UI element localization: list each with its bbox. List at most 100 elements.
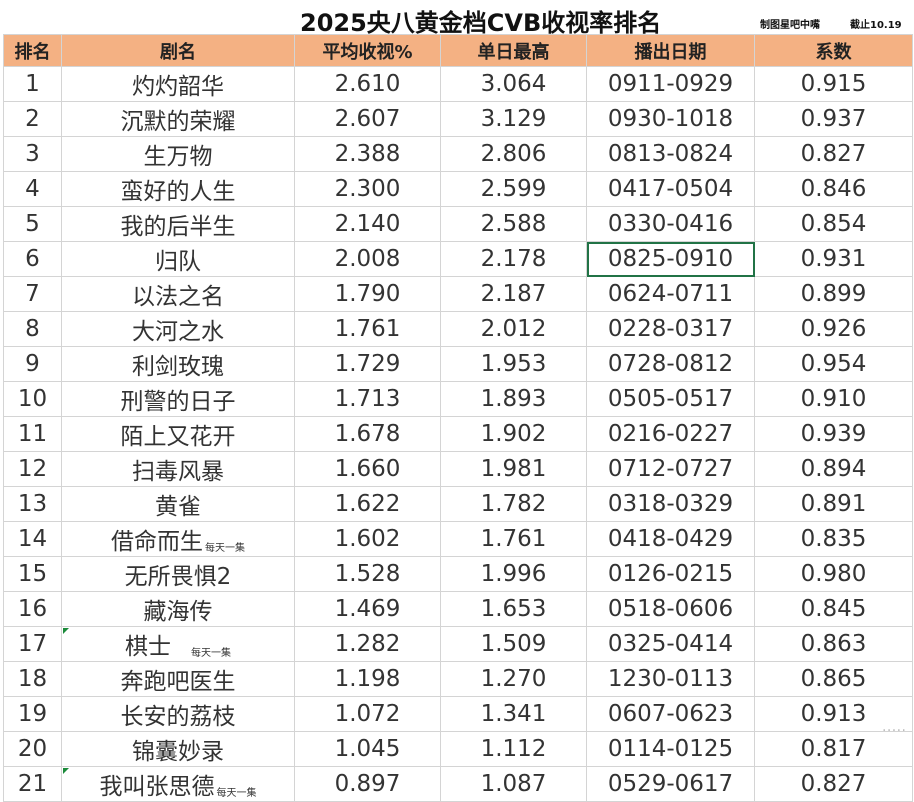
- avg-cell[interactable]: 1.469: [294, 591, 441, 627]
- comment-marker-icon[interactable]: [63, 768, 69, 774]
- avg-cell[interactable]: 1.282: [294, 626, 441, 662]
- rank-cell[interactable]: 1: [3, 66, 62, 102]
- dates-cell[interactable]: 0330-0416: [586, 206, 755, 242]
- name-cell[interactable]: 棋士 每天一集: [61, 626, 295, 662]
- header-rank[interactable]: 排名: [3, 34, 62, 67]
- name-cell[interactable]: 沉默的荣耀: [61, 101, 295, 137]
- avg-cell[interactable]: 1.528: [294, 556, 441, 592]
- name-cell[interactable]: 利剑玫瑰: [61, 346, 295, 382]
- avg-cell[interactable]: 1.761: [294, 311, 441, 347]
- name-cell[interactable]: 陌上又花开: [61, 416, 295, 452]
- name-cell[interactable]: 生万物: [61, 136, 295, 172]
- avg-cell[interactable]: 2.388: [294, 136, 441, 172]
- coef-cell[interactable]: 0.926: [754, 311, 913, 347]
- coef-cell[interactable]: 0.915: [754, 66, 913, 102]
- rank-cell[interactable]: 9: [3, 346, 62, 382]
- avg-cell[interactable]: 2.607: [294, 101, 441, 137]
- peak-cell[interactable]: 1.893: [440, 381, 587, 417]
- rank-cell[interactable]: 19: [3, 696, 62, 732]
- rank-cell[interactable]: 20: [3, 731, 62, 767]
- avg-cell[interactable]: 1.622: [294, 486, 441, 522]
- header-peak[interactable]: 单日最高: [440, 34, 587, 67]
- dates-cell[interactable]: 0126-0215: [586, 556, 755, 592]
- peak-cell[interactable]: 1.112: [440, 731, 587, 767]
- avg-cell[interactable]: 1.678: [294, 416, 441, 452]
- rank-cell[interactable]: 21: [3, 766, 62, 802]
- avg-cell[interactable]: 0.897: [294, 766, 441, 802]
- dates-cell[interactable]: 0114-0125: [586, 731, 755, 767]
- rank-cell[interactable]: 15: [3, 556, 62, 592]
- coef-cell[interactable]: 0.891: [754, 486, 913, 522]
- peak-cell[interactable]: 1.341: [440, 696, 587, 732]
- rank-cell[interactable]: 4: [3, 171, 62, 207]
- coef-cell[interactable]: 0.939: [754, 416, 913, 452]
- peak-cell[interactable]: 1.761: [440, 521, 587, 557]
- name-cell[interactable]: 扫毒风暴: [61, 451, 295, 487]
- avg-cell[interactable]: 2.008: [294, 241, 441, 277]
- peak-cell[interactable]: 1.270: [440, 661, 587, 697]
- peak-cell[interactable]: 1.996: [440, 556, 587, 592]
- avg-cell[interactable]: 2.610: [294, 66, 441, 102]
- coef-cell[interactable]: 0.865: [754, 661, 913, 697]
- dates-cell[interactable]: 0624-0711: [586, 276, 755, 312]
- peak-cell[interactable]: 2.599: [440, 171, 587, 207]
- dates-cell[interactable]: 0911-0929: [586, 66, 755, 102]
- avg-cell[interactable]: 1.045: [294, 731, 441, 767]
- name-cell[interactable]: 蛮好的人生: [61, 171, 295, 207]
- dates-cell[interactable]: 0728-0812: [586, 346, 755, 382]
- peak-cell[interactable]: 1.782: [440, 486, 587, 522]
- coef-cell[interactable]: 0.827: [754, 766, 913, 802]
- header-coef[interactable]: 系数: [754, 34, 913, 67]
- rank-cell[interactable]: 10: [3, 381, 62, 417]
- avg-cell[interactable]: 1.660: [294, 451, 441, 487]
- coef-cell[interactable]: 0.980: [754, 556, 913, 592]
- coef-cell[interactable]: 0.913: [754, 696, 913, 732]
- rank-cell[interactable]: 14: [3, 521, 62, 557]
- rank-cell[interactable]: 7: [3, 276, 62, 312]
- peak-cell[interactable]: 2.187: [440, 276, 587, 312]
- dates-cell[interactable]: 0325-0414: [586, 626, 755, 662]
- dates-cell[interactable]: 0607-0623: [586, 696, 755, 732]
- rank-cell[interactable]: 6: [3, 241, 62, 277]
- name-cell[interactable]: 奔跑吧医生: [61, 661, 295, 697]
- avg-cell[interactable]: 1.713: [294, 381, 441, 417]
- coef-cell[interactable]: 0.931: [754, 241, 913, 277]
- peak-cell[interactable]: 2.806: [440, 136, 587, 172]
- dates-cell[interactable]: 0529-0617: [586, 766, 755, 802]
- peak-cell[interactable]: 1.953: [440, 346, 587, 382]
- rank-cell[interactable]: 5: [3, 206, 62, 242]
- coef-cell[interactable]: 0.854: [754, 206, 913, 242]
- coef-cell[interactable]: 0.937: [754, 101, 913, 137]
- dates-cell[interactable]: 0930-1018: [586, 101, 755, 137]
- peak-cell[interactable]: 1.981: [440, 451, 587, 487]
- avg-cell[interactable]: 1.072: [294, 696, 441, 732]
- comment-marker-icon[interactable]: [63, 628, 69, 634]
- dates-cell[interactable]: 0216-0227: [586, 416, 755, 452]
- name-cell[interactable]: 我的后半生: [61, 206, 295, 242]
- peak-cell[interactable]: 2.178: [440, 241, 587, 277]
- dates-cell[interactable]: 0712-0727: [586, 451, 755, 487]
- coef-cell[interactable]: 0.899: [754, 276, 913, 312]
- rank-cell[interactable]: 2: [3, 101, 62, 137]
- avg-cell[interactable]: 2.140: [294, 206, 441, 242]
- peak-cell[interactable]: 2.012: [440, 311, 587, 347]
- rank-cell[interactable]: 16: [3, 591, 62, 627]
- dates-cell[interactable]: 1230-0113: [586, 661, 755, 697]
- dates-cell[interactable]: 0813-0824: [586, 136, 755, 172]
- name-cell[interactable]: 借命而生 每天一集: [61, 521, 295, 557]
- dates-cell[interactable]: 0505-0517: [586, 381, 755, 417]
- peak-cell[interactable]: 3.129: [440, 101, 587, 137]
- name-cell[interactable]: 刑警的日子: [61, 381, 295, 417]
- name-cell[interactable]: 大河之水: [61, 311, 295, 347]
- name-cell[interactable]: 锦囊妙录: [61, 731, 295, 767]
- name-cell[interactable]: 藏海传: [61, 591, 295, 627]
- rank-cell[interactable]: 3: [3, 136, 62, 172]
- coef-cell[interactable]: 0.827: [754, 136, 913, 172]
- name-cell[interactable]: 黄雀: [61, 486, 295, 522]
- coef-cell[interactable]: 0.894: [754, 451, 913, 487]
- dates-cell[interactable]: 0518-0606: [586, 591, 755, 627]
- header-dates[interactable]: 播出日期: [586, 34, 755, 67]
- peak-cell[interactable]: 2.588: [440, 206, 587, 242]
- header-name[interactable]: 剧名: [61, 34, 295, 67]
- avg-cell[interactable]: 1.602: [294, 521, 441, 557]
